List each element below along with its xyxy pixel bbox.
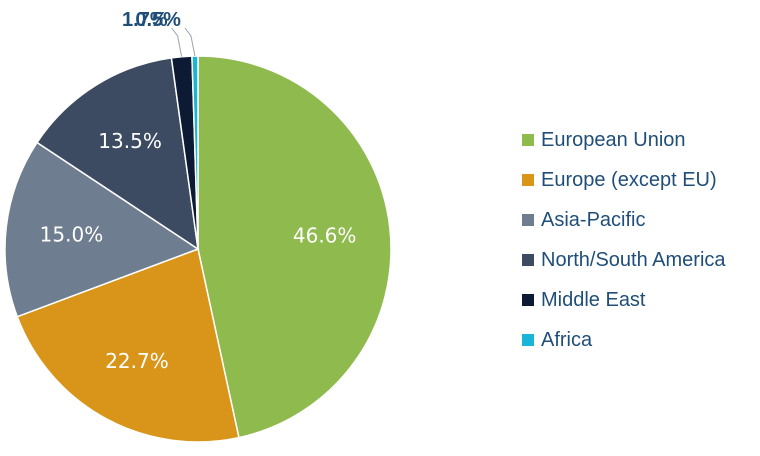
- pie-labels: 46.6% 22.7% 15.0% 13.5% 1.7%0.5%: [40, 9, 357, 373]
- legend-item-europe-except-eu: Europe (except EU): [522, 160, 726, 200]
- slice-label-european-union: 46.6%: [293, 223, 357, 247]
- legend-swatch: [522, 214, 534, 226]
- slice-label-asia-pacific: 15.0%: [40, 223, 104, 247]
- legend-label: European Union: [541, 128, 686, 151]
- pie-slices: [4, 55, 392, 443]
- legend-item-africa: Africa: [522, 320, 726, 360]
- leader-line-africa: [184, 27, 196, 57]
- pie-slice-european-union: [197, 55, 392, 439]
- slice-label-north-south-america: 13.5%: [98, 129, 162, 153]
- legend-label: Africa: [541, 328, 593, 351]
- pie-slice-africa: [191, 55, 199, 250]
- legend-label: Europe (except EU): [541, 168, 717, 191]
- legend-item-asia-pacific: Asia-Pacific: [522, 200, 726, 240]
- legend-label: Asia-Pacific: [541, 208, 646, 231]
- legend-swatch: [522, 174, 534, 186]
- pie-slice-north-south-america: [35, 56, 199, 251]
- chart-legend: European Union Europe (except EU) Asia-Pac…: [522, 120, 726, 360]
- legend-swatch: [522, 254, 534, 266]
- legend-swatch: [522, 334, 534, 346]
- legend-item-middle-east: Middle East: [522, 280, 726, 320]
- pie-chart: 46.6% 22.7% 15.0% 13.5% 1.7%0.5%: [4, 9, 392, 443]
- slice-label-africa: 0.5%: [135, 9, 181, 31]
- slice-label-middle-east: 1.7%: [122, 9, 168, 31]
- leader-line-middle-east: [171, 27, 183, 57]
- legend-item-european-union: European Union: [522, 120, 726, 160]
- slice-label-europe-except-eu: 22.7%: [105, 349, 169, 373]
- legend-label: Middle East: [541, 288, 646, 311]
- legend-item-north-south-america: North/South America: [522, 240, 726, 280]
- pie-slice-asia-pacific: [4, 141, 200, 318]
- pie-slice-europe-except-eu: [16, 247, 240, 443]
- legend-swatch: [522, 134, 534, 146]
- legend-swatch: [522, 294, 534, 306]
- legend-label: North/South America: [541, 248, 726, 271]
